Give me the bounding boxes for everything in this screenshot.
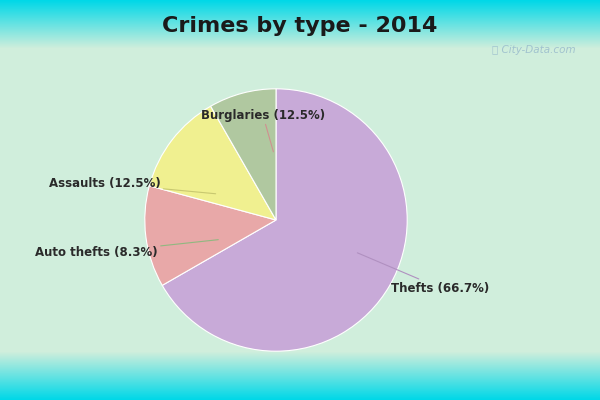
Text: Burglaries (12.5%): Burglaries (12.5%)	[201, 108, 325, 152]
Text: Crimes by type - 2014: Crimes by type - 2014	[163, 16, 437, 36]
Text: Auto thefts (8.3%): Auto thefts (8.3%)	[35, 240, 218, 259]
Text: Thefts (66.7%): Thefts (66.7%)	[358, 253, 490, 295]
Wedge shape	[149, 106, 276, 220]
Text: Assaults (12.5%): Assaults (12.5%)	[49, 177, 215, 194]
Wedge shape	[145, 186, 276, 285]
Text: ⓘ City-Data.com: ⓘ City-Data.com	[493, 45, 576, 55]
Wedge shape	[211, 89, 276, 220]
Wedge shape	[162, 89, 407, 351]
